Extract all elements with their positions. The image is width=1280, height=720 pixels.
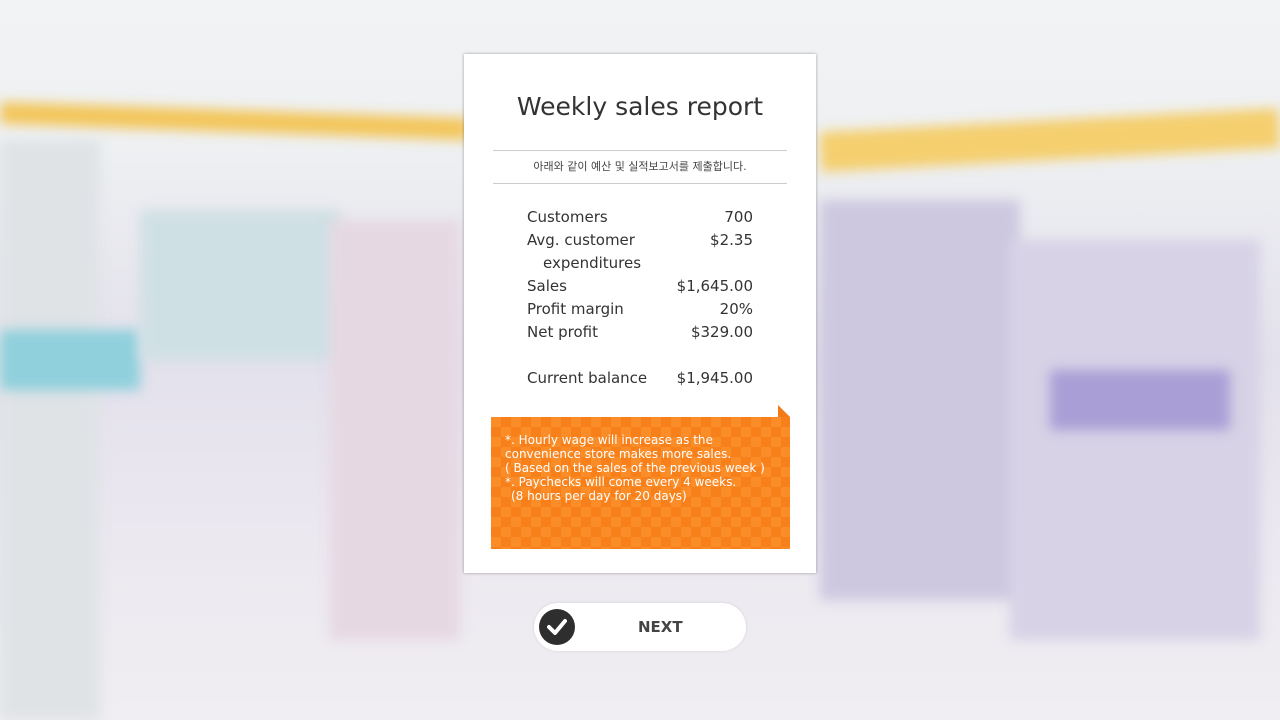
row-profit-margin: Profit margin 20% [527, 298, 753, 321]
label: Net profit [527, 323, 598, 341]
label: expenditures [543, 254, 642, 272]
note-line: ( Based on the sales of the previous wee… [505, 461, 765, 475]
next-label: NEXT [638, 618, 683, 636]
value: $1,945.00 [676, 369, 753, 387]
note-fold [778, 405, 790, 417]
value: $1,645.00 [676, 277, 753, 295]
row-sales: Sales $1,645.00 [527, 275, 753, 298]
next-button[interactable]: NEXT [534, 603, 746, 651]
value: 700 [724, 208, 753, 226]
report-title: Weekly sales report [516, 92, 764, 121]
notes-box: *. Hourly wage will increase as the conv… [491, 417, 790, 549]
row-current-balance: Current balance $1,945.00 [527, 367, 753, 390]
weekly-report-card: Weekly sales report 아래와 같이 예산 및 실적보고서를 제… [464, 54, 816, 573]
note-line: *. Paychecks will come every 4 weeks. [505, 475, 737, 489]
row-avg-expenditure-cont: expenditures [527, 252, 753, 275]
value: $329.00 [690, 323, 753, 341]
row-net-profit: Net profit $329.00 [527, 321, 753, 344]
report-subtitle: 아래와 같이 예산 및 실적보고서를 제출합니다. [493, 150, 787, 184]
label: Current balance [527, 369, 648, 387]
check-circle-icon [539, 609, 575, 645]
label: Profit margin [527, 300, 624, 318]
label: Sales [527, 277, 567, 295]
value: 20% [719, 300, 753, 318]
note-line: (8 hours per day for 20 days) [511, 489, 687, 503]
label: Customers [527, 208, 608, 226]
row-customers: Customers 700 [527, 206, 753, 229]
value: $2.35 [710, 231, 753, 249]
note-line: *. Hourly wage will increase as the conv… [505, 433, 732, 461]
label: Avg. customer [527, 231, 635, 249]
report-table: Customers 700 Avg. customer $2.35 expendit… [527, 206, 753, 390]
row-avg-expenditure: Avg. customer $2.35 [527, 229, 753, 252]
